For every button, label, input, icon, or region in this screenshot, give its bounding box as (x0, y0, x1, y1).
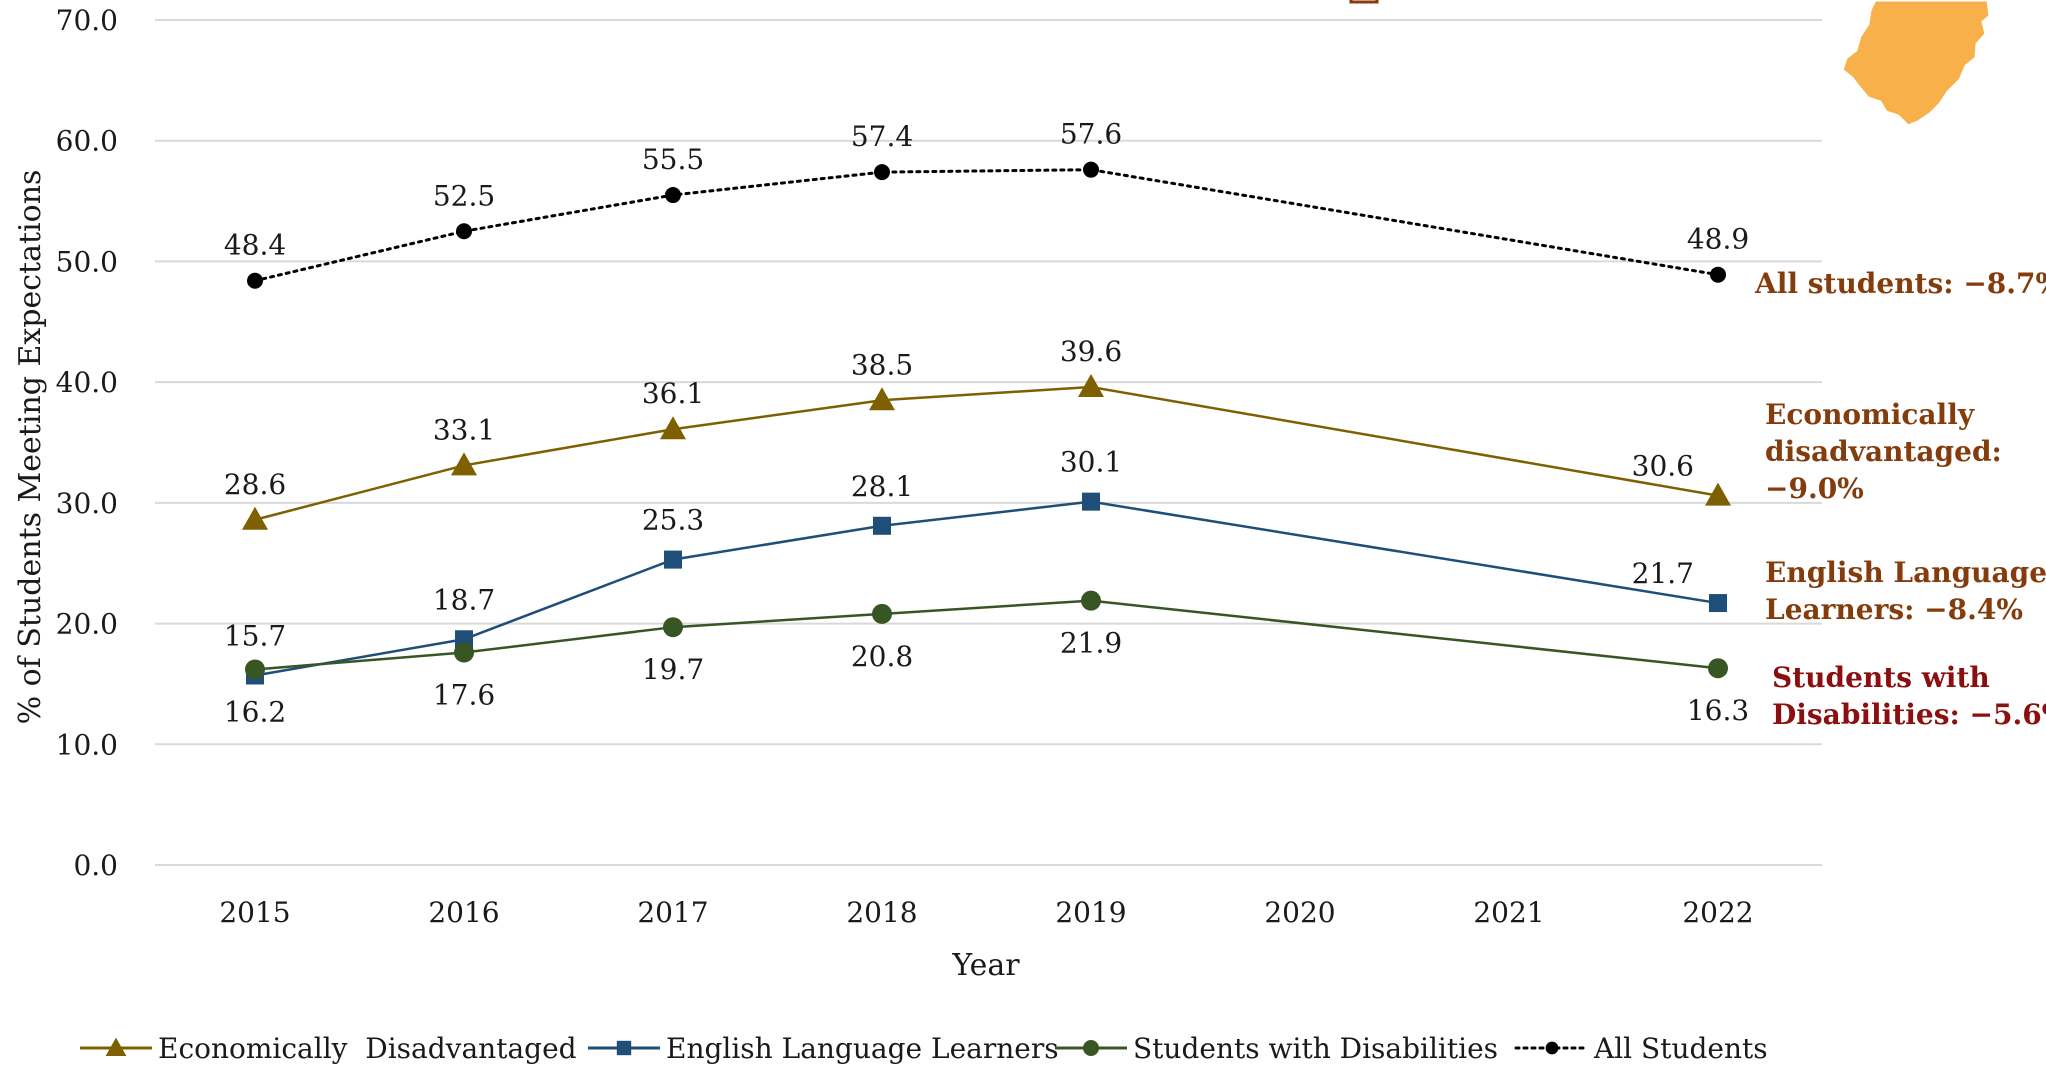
x-axis-ticks: 2015 2016 2017 2018 2019 2020 2021 2022 (219, 896, 1753, 929)
x-axis-label: Year (951, 948, 1020, 983)
legend-entry-label: English Language Learners (666, 1032, 1059, 1065)
data-label: 57.6 (1060, 118, 1122, 151)
x-tick-label: 2016 (428, 896, 499, 929)
series-line (253, 168, 1720, 283)
data-label: 30.1 (1060, 446, 1122, 479)
data-label: 18.7 (433, 583, 495, 616)
legend-swatch-marker (105, 1037, 127, 1056)
annotation-line: Learners: −8.4% (1765, 593, 2023, 626)
annotation-line: English Language (1765, 556, 2046, 589)
y-axis-label: % of Students Meeting Expectations (13, 170, 48, 725)
data-point (454, 642, 474, 663)
series-line (254, 500, 1719, 677)
data-label: 36.1 (642, 377, 704, 410)
data-point (1709, 594, 1727, 613)
data-label: 55.5 (642, 143, 704, 176)
legend-swatch-marker (616, 1040, 632, 1056)
y-tick-label: 70.0 (56, 4, 118, 37)
data-point (873, 516, 891, 535)
annotation-line: disadvantaged: (1765, 435, 2002, 468)
data-point (665, 187, 681, 204)
data-point (1708, 658, 1728, 679)
x-tick-label: 2015 (219, 896, 290, 929)
data-label: 16.2 (224, 695, 286, 728)
partial-legend-square (1349, 0, 1379, 4)
data-point (1082, 492, 1100, 511)
data-label: 17.6 (433, 679, 495, 712)
series-line (254, 385, 1719, 521)
y-tick-label: 20.0 (56, 608, 118, 641)
data-point (1710, 266, 1726, 283)
data-label: 20.8 (851, 640, 913, 673)
legend-entry-label: All Students (1593, 1032, 1768, 1065)
annotation-line: Students with (1772, 661, 1990, 694)
y-axis-ticks: 0.0 10.0 20.0 30.0 40.0 50.0 60.0 70.0 (56, 4, 118, 882)
gridlines (155, 19, 1822, 866)
data-label: 57.4 (851, 120, 913, 153)
data-label: 25.3 (642, 504, 704, 537)
x-tick-label: 2022 (1682, 896, 1753, 929)
data-point (663, 617, 683, 638)
data-point (456, 223, 472, 240)
x-tick-label: 2021 (1473, 896, 1544, 929)
y-tick-label: 10.0 (56, 728, 118, 761)
legend-swatch-marker (1545, 1041, 1559, 1055)
x-tick-label: 2019 (1055, 896, 1126, 929)
data-label: 30.6 (1632, 450, 1694, 483)
change-annotations: All students: −8.7% Economically disadvant… (1754, 267, 2046, 731)
legend-entry-label: Students with Disabilities (1133, 1032, 1498, 1065)
series-markers (242, 161, 1731, 685)
data-label: 21.7 (1632, 557, 1694, 590)
data-labels: 28.6 33.1 36.1 38.5 39.6 30.6 15.7 18.7 25.3 28.1… (224, 118, 1749, 729)
annotation-line: Disabilities: −5.6% (1772, 698, 2046, 731)
series-lines (253, 168, 1720, 677)
annotation-line: All students: −8.7% (1754, 267, 2046, 300)
state-map-icon (1840, 0, 1992, 128)
data-point (869, 387, 895, 411)
legend: Economically Disadvantaged English Langua… (80, 1032, 1768, 1065)
data-point (872, 603, 892, 624)
data-point (1083, 161, 1099, 178)
data-label: 28.6 (224, 468, 286, 501)
data-label: 52.5 (433, 179, 495, 212)
data-point (242, 506, 268, 530)
state-map-shape (1840, 0, 1992, 128)
data-label: 19.7 (642, 653, 704, 686)
data-label: 38.5 (851, 348, 913, 381)
data-point (451, 452, 477, 476)
data-point (245, 659, 265, 680)
data-label: 15.7 (224, 619, 286, 652)
data-label: 28.1 (851, 470, 913, 503)
x-tick-label: 2017 (637, 896, 708, 929)
x-tick-label: 2020 (1264, 896, 1335, 929)
data-point (660, 416, 686, 440)
data-label: 16.3 (1687, 694, 1749, 727)
data-point (1081, 590, 1101, 611)
y-tick-label: 30.0 (56, 487, 118, 520)
y-tick-label: 40.0 (56, 366, 118, 399)
data-label: 33.1 (433, 413, 495, 446)
data-label: 48.4 (224, 229, 286, 262)
legend-entry-label: Economically Disadvantaged (158, 1032, 577, 1065)
data-point (247, 272, 263, 289)
data-label: 39.6 (1060, 335, 1122, 368)
x-tick-label: 2018 (846, 896, 917, 929)
annotation-line: Economically (1765, 398, 1975, 431)
data-point (1078, 373, 1104, 397)
y-tick-label: 50.0 (56, 245, 118, 278)
data-point (664, 550, 682, 569)
data-label: 21.9 (1060, 627, 1122, 660)
y-tick-label: 0.0 (73, 849, 118, 882)
data-point (1705, 482, 1731, 506)
y-tick-label: 60.0 (56, 125, 118, 158)
legend-swatch-marker (1083, 1040, 1099, 1056)
series-line (254, 599, 1719, 671)
data-label: 48.9 (1687, 223, 1749, 256)
annotation-line: −9.0% (1765, 472, 1864, 505)
data-point (874, 164, 890, 181)
